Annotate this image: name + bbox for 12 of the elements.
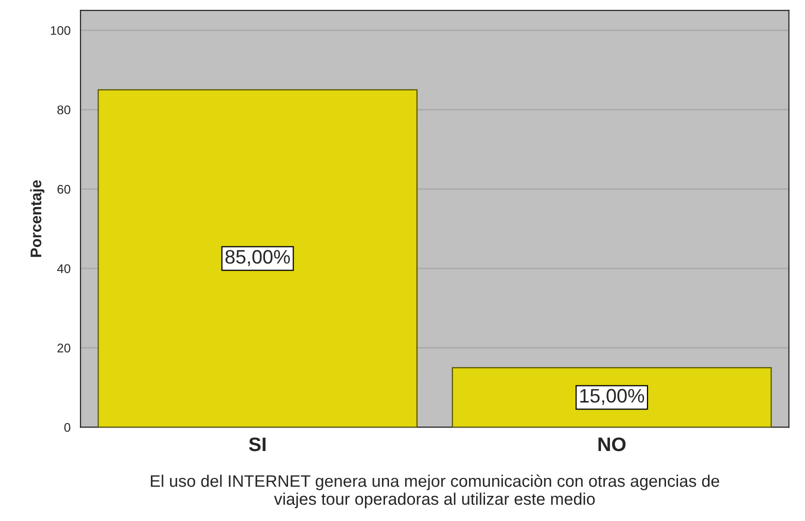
x-axis-title: El uso del INTERNET genera una mejor comunicaciòn con otras agencias de viajes tour operadoras al utilizar este medio [150, 474, 720, 508]
y-tick-label: 20 [58, 344, 70, 352]
data-label: 15,00% [580, 388, 644, 405]
x-tick-label: SI [248, 437, 266, 452]
y-tick-label: 60 [58, 184, 70, 194]
y-tick-label: 80 [57, 105, 70, 114]
y-axis-title: Porcentaje [30, 180, 44, 257]
y-tick-label: 40 [57, 264, 70, 274]
y-tick-label: 0 [64, 423, 70, 432]
data-label: 85,00% [225, 250, 290, 266]
x-tick-label: NO [598, 437, 626, 452]
y-tick-label: 100 [50, 26, 70, 35]
